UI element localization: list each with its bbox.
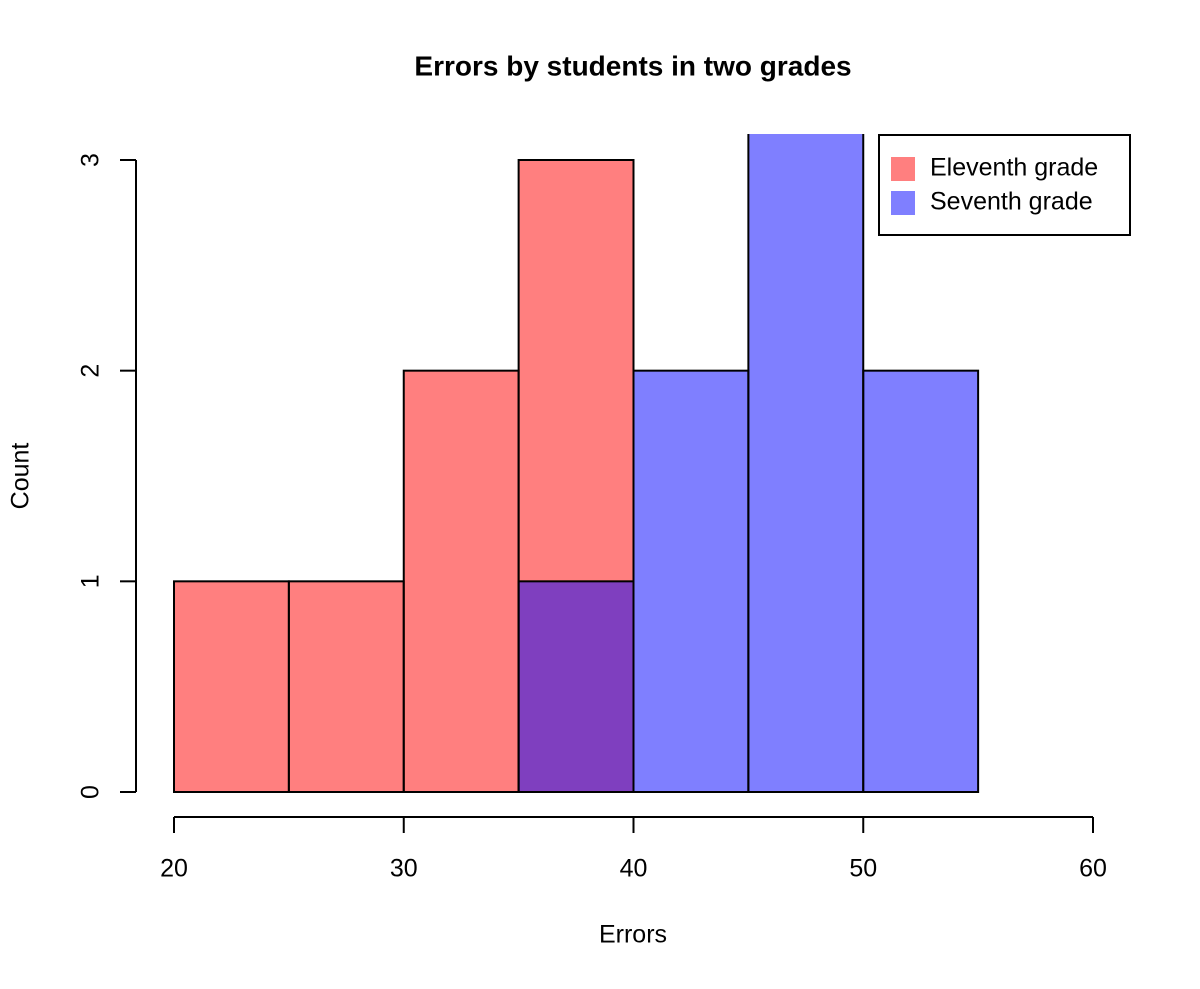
y-tick-label: 3 — [77, 153, 105, 167]
y-axis-label: Count — [7, 443, 35, 510]
legend-label: Eleventh grade — [930, 154, 1098, 182]
x-tick-label: 60 — [1079, 855, 1107, 883]
y-tick-label: 1 — [77, 574, 105, 588]
histogram-bar — [862, 369, 980, 793]
histogram-bar — [517, 580, 635, 793]
x-tick-label: 40 — [620, 855, 648, 883]
x-tick-label: 20 — [160, 855, 188, 883]
histogram-bar — [173, 580, 290, 793]
legend-swatch — [891, 191, 915, 215]
histogram-bar — [632, 369, 750, 793]
legend-label: Seventh grade — [930, 188, 1093, 216]
y-tick-label: 2 — [77, 364, 105, 378]
histogram-bar — [402, 369, 520, 793]
histogram-bar — [287, 580, 405, 793]
chart-title: Errors by students in two grades — [414, 50, 851, 81]
plot-area — [173, 134, 980, 794]
histogram-bar — [747, 134, 865, 794]
x-axis-label: Errors — [599, 921, 667, 949]
legend-box — [878, 134, 1131, 236]
legend-swatch — [891, 157, 915, 181]
x-tick-label: 50 — [849, 855, 877, 883]
x-tick-label: 30 — [390, 855, 418, 883]
y-tick-label: 0 — [77, 785, 105, 799]
